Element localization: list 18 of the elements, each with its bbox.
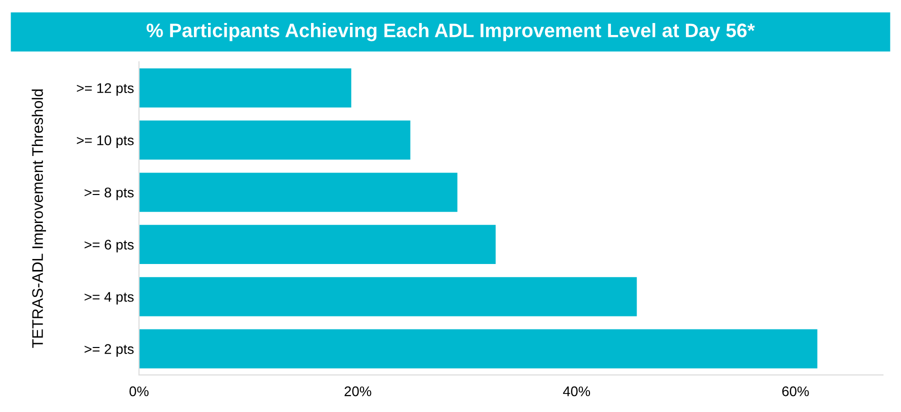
bar	[139, 68, 352, 108]
y-tick-label: >= 8 pts	[84, 188, 134, 200]
bar	[139, 329, 818, 368]
bar	[139, 224, 496, 264]
y-tick-label: >= 2 pts	[84, 344, 134, 357]
y-tick-label: >= 4 pts	[84, 292, 134, 305]
chart-title: % Participants Achieving Each ADL Improvement Level at Day 56*	[146, 23, 755, 42]
x-tick-label: 60%	[782, 386, 809, 396]
y-tick-label: >= 12 pts	[76, 83, 134, 96]
x-tick-label: 0%	[130, 386, 149, 396]
bar	[139, 277, 637, 316]
x-tick-label: 40%	[563, 386, 590, 396]
bar	[139, 120, 410, 160]
y-tick-label: >= 10 pts	[76, 135, 134, 148]
y-tick-label: >= 6 pts	[84, 240, 134, 252]
x-tick-label: 20%	[344, 386, 372, 396]
bar	[139, 172, 458, 212]
y-axis-title: TETRAS-ADL Improvement Threshold	[32, 89, 46, 348]
